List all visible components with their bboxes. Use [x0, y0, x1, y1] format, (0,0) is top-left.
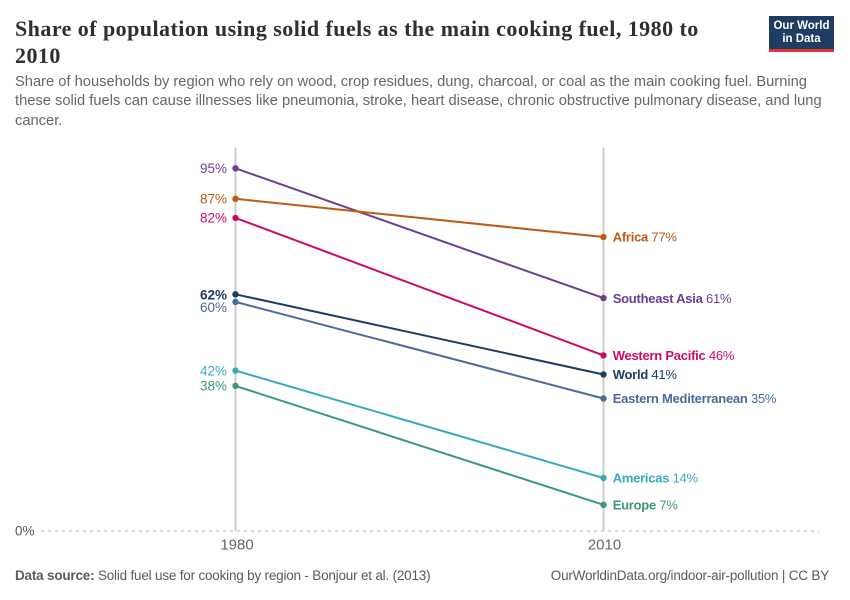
svg-text:38%: 38%	[200, 379, 227, 394]
svg-text:1980: 1980	[220, 537, 253, 554]
svg-text:2010: 2010	[588, 537, 621, 554]
svg-text:Eastern Mediterranean 35%: Eastern Mediterranean 35%	[613, 391, 777, 406]
svg-text:Western Pacific 46%: Western Pacific 46%	[613, 348, 735, 363]
svg-text:42%: 42%	[200, 363, 227, 378]
svg-text:82%: 82%	[200, 211, 227, 226]
svg-text:Europe 7%: Europe 7%	[613, 498, 679, 513]
svg-text:0%: 0%	[15, 524, 35, 539]
svg-text:62%: 62%	[200, 288, 227, 303]
svg-text:Southeast Asia 61%: Southeast Asia 61%	[613, 291, 732, 306]
svg-text:95%: 95%	[200, 161, 227, 176]
svg-text:Africa 77%: Africa 77%	[613, 230, 678, 245]
svg-text:Americas 14%: Americas 14%	[613, 471, 699, 486]
svg-text:World 41%: World 41%	[613, 367, 678, 382]
svg-text:60%: 60%	[200, 300, 227, 315]
svg-text:87%: 87%	[200, 192, 227, 207]
